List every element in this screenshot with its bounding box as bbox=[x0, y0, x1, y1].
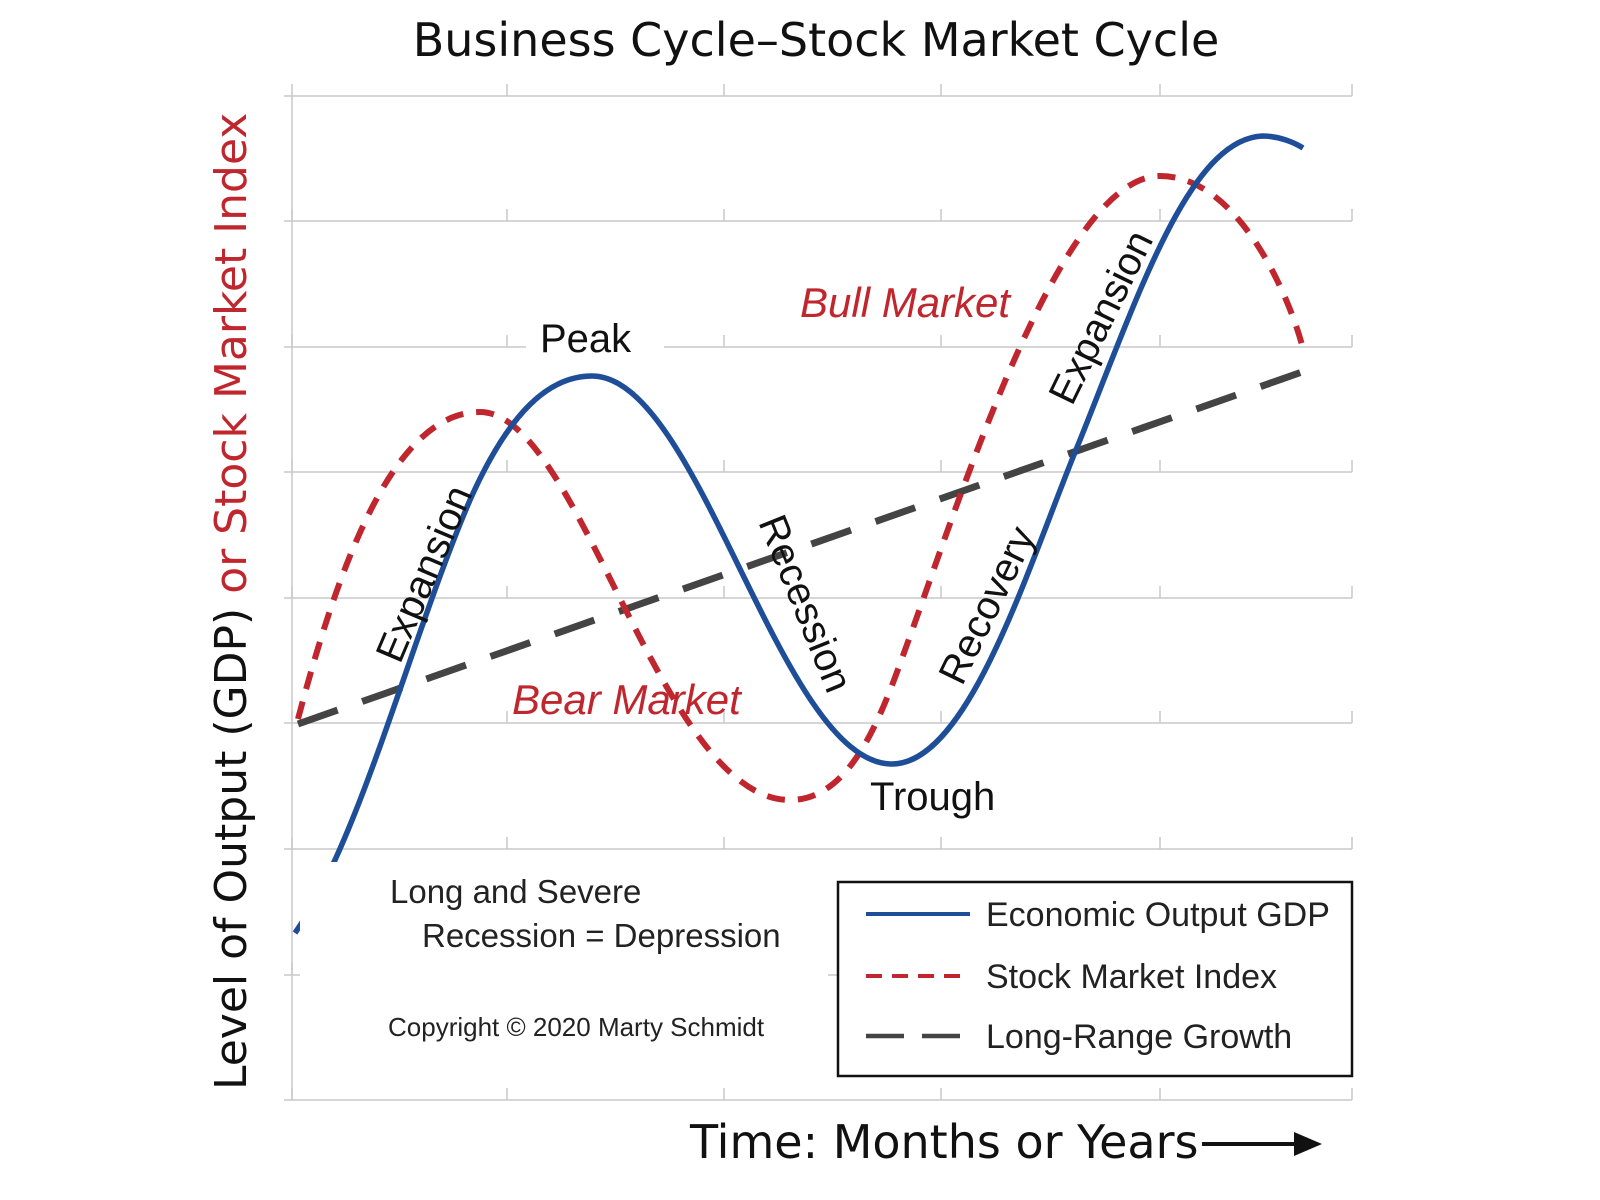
economic-output-gdp-line bbox=[292, 133, 1305, 935]
time-arrow-icon bbox=[1202, 1132, 1322, 1156]
note-line-1: Long and Severe bbox=[390, 873, 641, 910]
stock-market-index-line bbox=[295, 172, 1305, 804]
legend-label-gdp: Economic Output GDP bbox=[986, 896, 1330, 934]
long-range-growth-line bbox=[296, 368, 1304, 728]
peak-label: Peak bbox=[540, 317, 632, 361]
note-background bbox=[300, 862, 828, 1032]
y-axis-label-part-2: or Stock Market Index bbox=[206, 113, 257, 608]
y-axis-label: Level of Output (GDP) or Stock Market In… bbox=[206, 113, 257, 1090]
bull-market-label: Bull Market bbox=[800, 279, 1012, 326]
trough-label: Trough bbox=[870, 775, 995, 819]
chart-title: Business Cycle–Stock Market Cycle bbox=[413, 13, 1220, 67]
legend-label-growth: Long-Range Growth bbox=[986, 1018, 1292, 1056]
legend: Economic Output GDP Stock Market Index L… bbox=[836, 880, 1354, 1078]
y-axis-label-part-1: Level of Output (GDP) bbox=[206, 608, 257, 1090]
peak-label-background bbox=[526, 312, 664, 362]
recession-label: Recession bbox=[750, 509, 861, 699]
bear-market-label: Bear Market bbox=[512, 676, 743, 723]
copyright-text: Copyright © 2020 Marty Schmidt bbox=[388, 1012, 765, 1042]
note-line-2: Recession = Depression bbox=[422, 917, 781, 954]
expansion-label-1: Expansion bbox=[368, 479, 481, 668]
x-axis-label: Time: Months or Years bbox=[689, 1115, 1199, 1169]
legend-label-stock: Stock Market Index bbox=[986, 958, 1277, 996]
